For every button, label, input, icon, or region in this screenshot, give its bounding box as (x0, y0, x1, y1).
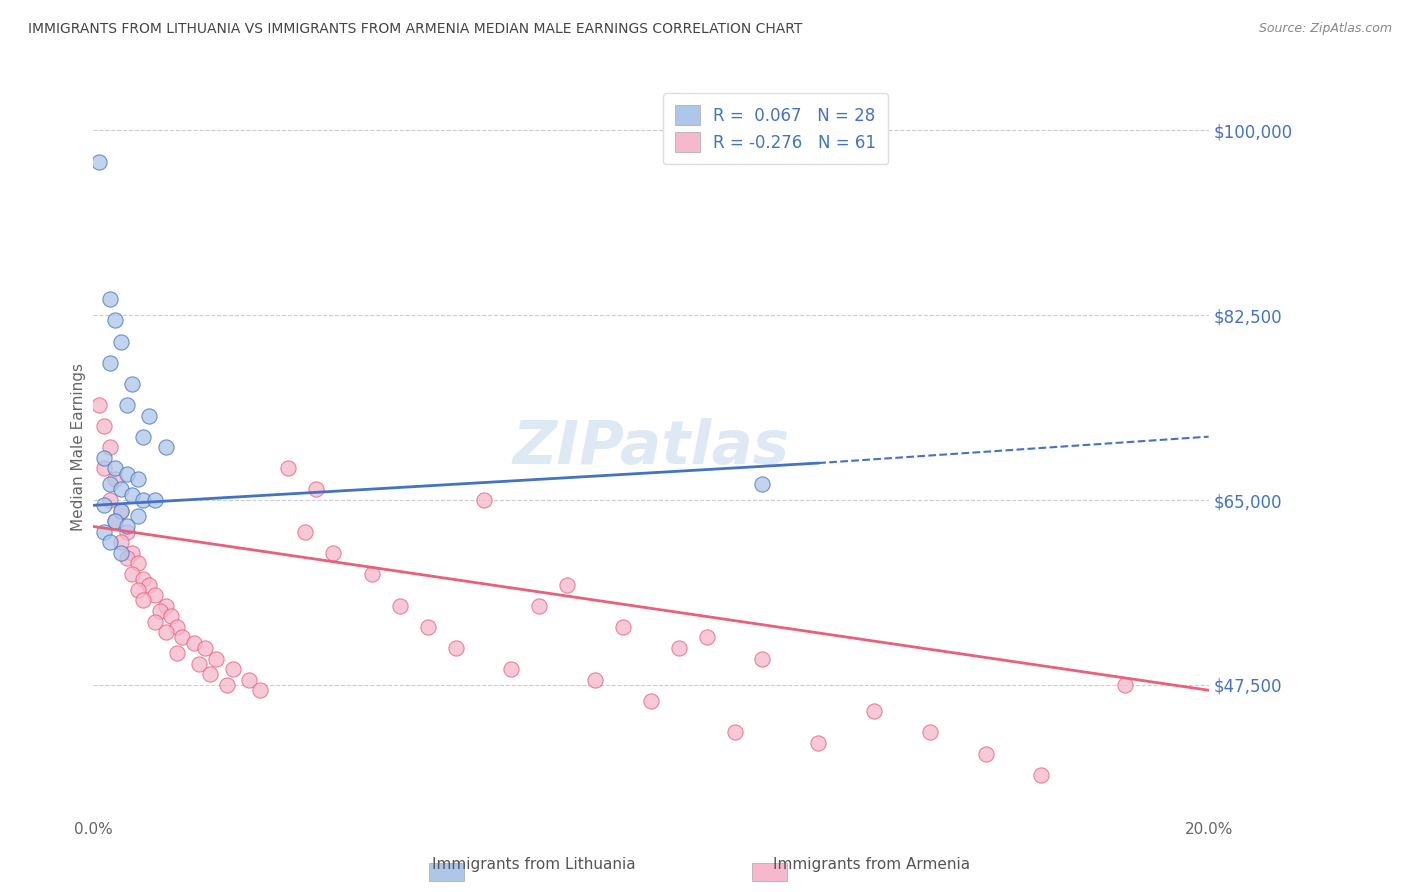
Point (93, 499, 115, 513)
Point (115, 467, 138, 481)
Point (115, 551, 138, 566)
Point (121, 376, 143, 391)
Point (322, 546, 344, 560)
Point (87, 155, 110, 169)
Point (388, 599, 411, 613)
Point (361, 566, 384, 581)
Point (155, 599, 177, 613)
Point (472, 493, 495, 508)
Text: ZIPatlas: ZIPatlas (512, 417, 789, 476)
Point (200, 667, 222, 681)
Point (149, 604, 172, 618)
Point (696, 631, 718, 645)
Point (1114, 678, 1136, 692)
Point (132, 493, 155, 508)
Text: Immigrants from Armenia: Immigrants from Armenia (773, 857, 970, 872)
Point (104, 313, 127, 327)
Point (1031, 768, 1053, 782)
Point (127, 557, 149, 571)
Point (110, 535, 132, 549)
Point (132, 593, 155, 607)
Text: Source: ZipAtlas.com: Source: ZipAtlas.com (1258, 22, 1392, 36)
Point (444, 640, 467, 655)
Point (194, 640, 217, 655)
Text: IMMIGRANTS FROM LITHUANIA VS IMMIGRANTS FROM ARMENIA MEDIAN MALE EARNINGS CORREL: IMMIGRANTS FROM LITHUANIA VS IMMIGRANTS … (28, 22, 803, 37)
Point (501, 662, 523, 676)
Point (612, 620, 634, 634)
Point (974, 747, 997, 761)
Point (121, 566, 143, 581)
Point (104, 472, 127, 486)
Point (751, 477, 773, 491)
Point (143, 615, 166, 629)
Point (555, 577, 578, 591)
Point (583, 673, 606, 687)
Point (166, 620, 188, 634)
Point (215, 678, 238, 692)
Point (723, 725, 745, 739)
Point (249, 683, 271, 698)
Point (277, 461, 299, 475)
Point (121, 488, 143, 502)
Point (221, 662, 243, 676)
Point (98, 356, 121, 370)
Point (110, 334, 132, 349)
Point (115, 398, 138, 412)
Point (205, 651, 228, 665)
Y-axis label: Median Male Earnings: Median Male Earnings (72, 363, 86, 532)
Text: Immigrants from Lithuania: Immigrants from Lithuania (433, 857, 636, 872)
Point (529, 599, 551, 613)
Point (98, 493, 121, 508)
Point (132, 572, 155, 586)
Point (98, 440, 121, 454)
Point (305, 483, 328, 497)
Point (751, 651, 773, 665)
Point (98, 477, 121, 491)
Point (138, 577, 160, 591)
Legend: R =  0.067   N = 28, R = -0.276   N = 61: R = 0.067 N = 28, R = -0.276 N = 61 (664, 93, 889, 164)
Point (918, 725, 941, 739)
Point (183, 635, 205, 649)
Point (668, 640, 690, 655)
Point (127, 472, 149, 486)
Point (640, 694, 662, 708)
Point (127, 508, 149, 523)
Point (104, 461, 127, 475)
Point (143, 493, 166, 508)
Point (807, 736, 830, 750)
Point (110, 483, 132, 497)
Point (132, 430, 155, 444)
Point (166, 646, 188, 660)
Point (160, 609, 183, 624)
Point (138, 409, 160, 423)
Point (104, 514, 127, 528)
Point (294, 524, 316, 539)
Point (115, 524, 138, 539)
Point (143, 588, 166, 602)
Point (863, 704, 886, 718)
Point (110, 546, 132, 560)
Point (121, 546, 143, 560)
Point (98, 535, 121, 549)
Point (93, 419, 115, 434)
Point (416, 620, 439, 634)
Point (98, 293, 121, 307)
Point (115, 519, 138, 533)
Point (188, 657, 211, 671)
Point (172, 631, 194, 645)
Point (110, 503, 132, 517)
Point (155, 440, 177, 454)
Point (155, 625, 177, 640)
Point (238, 673, 260, 687)
Point (93, 450, 115, 465)
Point (87, 398, 110, 412)
Point (93, 524, 115, 539)
Point (110, 503, 132, 517)
Point (93, 461, 115, 475)
Point (127, 582, 149, 597)
Point (104, 514, 127, 528)
